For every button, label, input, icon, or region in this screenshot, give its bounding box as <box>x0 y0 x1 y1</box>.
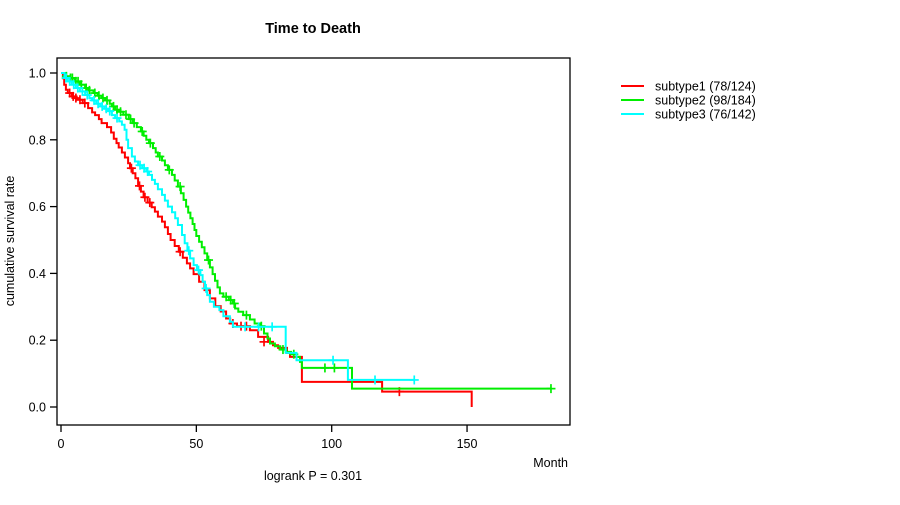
x-axis-title: Month <box>533 456 568 470</box>
censor-ticks-subtype2 <box>61 71 556 394</box>
axes: 0 50 100 150 0.0 0.2 0.4 0.6 0.8 1.0 <box>29 57 571 451</box>
censor-ticks-subtype1 <box>65 88 404 397</box>
legend-label-subtype1: subtype1 (78/124) <box>655 80 756 94</box>
plot-frame <box>56 57 571 426</box>
survival-curve-subtype3 <box>61 72 415 381</box>
y-tick-label: 0.0 <box>29 401 46 415</box>
legend-label-subtype2: subtype2 (98/184) <box>655 94 756 108</box>
y-tick-label: 0.6 <box>29 200 46 214</box>
x-tick-label: 0 <box>58 437 65 451</box>
survival-curves <box>61 71 556 407</box>
y-tick-label: 0.4 <box>29 267 46 281</box>
legend-label-subtype3: subtype3 (76/142) <box>655 108 756 122</box>
y-tick-label: 0.8 <box>29 133 46 147</box>
y-axis-title: cumulative survival rate <box>3 176 17 307</box>
legend: subtype1 (78/124)subtype2 (98/184)subtyp… <box>621 80 756 122</box>
censor-ticks-subtype3 <box>61 73 419 385</box>
x-tick-label: 50 <box>189 437 203 451</box>
y-tick-label: 1.0 <box>29 67 46 81</box>
x-tick-label: 150 <box>457 437 478 451</box>
y-tick-label: 0.2 <box>29 334 46 348</box>
logrank-p-value: logrank P = 0.301 <box>264 469 362 483</box>
x-tick-label: 100 <box>321 437 342 451</box>
chart-title: Time to Death <box>265 21 361 37</box>
